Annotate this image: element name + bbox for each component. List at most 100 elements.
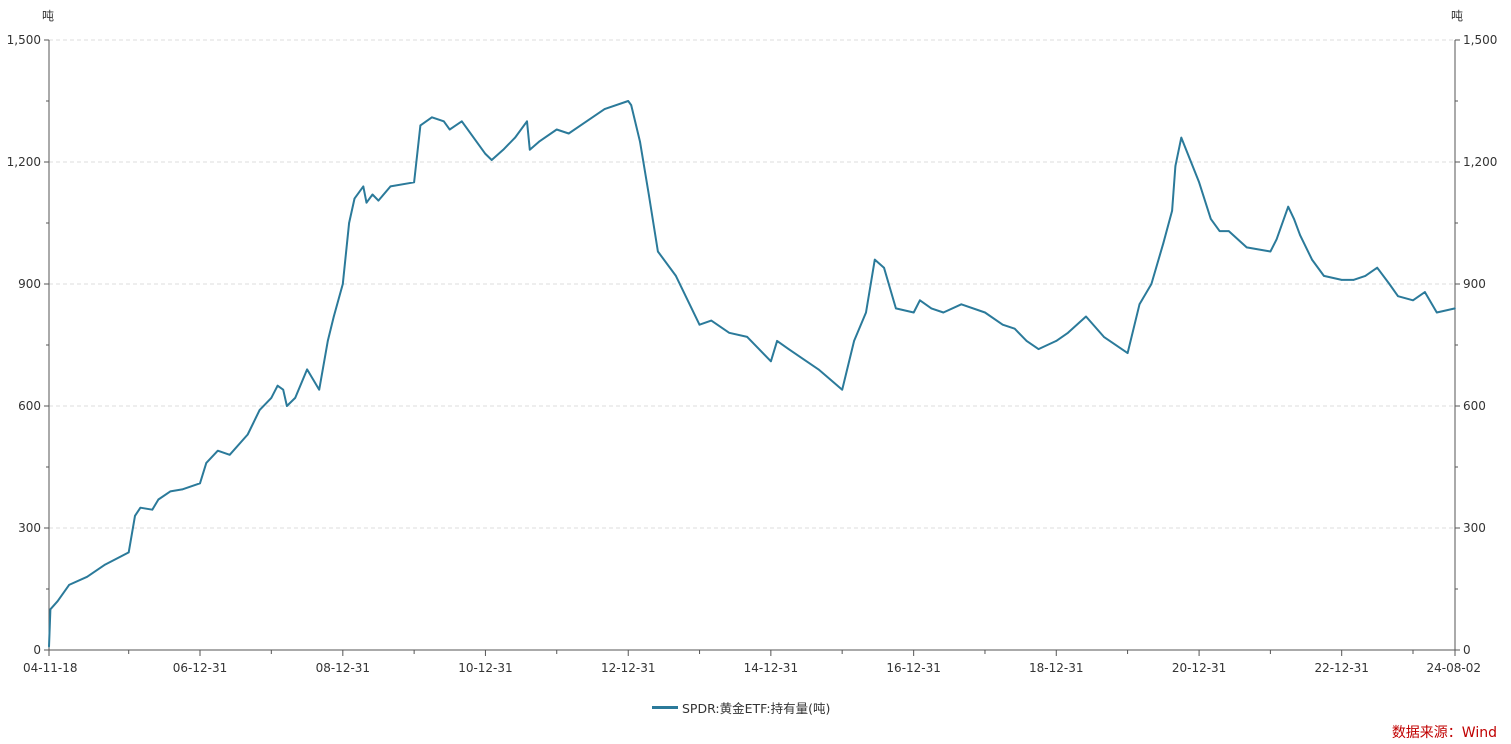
data-point	[1013, 327, 1016, 330]
data-point	[270, 397, 273, 399]
data-point	[728, 332, 730, 334]
x-tick-label: 08-12-31	[316, 661, 370, 675]
data-point	[1037, 348, 1040, 350]
data-point	[1424, 291, 1426, 293]
data-point	[199, 482, 201, 485]
x-tick-label: 20-12-31	[1172, 661, 1226, 675]
legend: SPDR:黄金ETF:持有量(吨)	[652, 697, 830, 717]
data-point	[431, 116, 433, 119]
data-point	[484, 153, 487, 155]
data-point	[362, 185, 365, 188]
data-point	[371, 193, 374, 196]
data-point	[377, 199, 380, 202]
data-point	[205, 462, 208, 464]
data-point	[1388, 283, 1391, 285]
data-point	[86, 576, 88, 578]
x-tick-label: 16-12-31	[886, 661, 940, 675]
data-point	[333, 315, 335, 318]
y-tick-label-right: 1,500	[1463, 33, 1497, 47]
data-point	[104, 563, 106, 566]
data-point	[514, 136, 516, 139]
left-unit-label: 吨	[42, 9, 54, 23]
data-point	[49, 608, 52, 611]
data-point	[912, 311, 915, 314]
data-point	[134, 515, 136, 517]
x-tick-label: 04-11-18	[23, 661, 77, 675]
data-point	[1412, 299, 1414, 302]
data-point	[169, 490, 172, 493]
data-point	[627, 100, 629, 102]
data-point	[853, 340, 855, 342]
data-point	[1085, 315, 1087, 318]
x-tick-label: 14-12-31	[744, 661, 798, 675]
data-point	[874, 258, 876, 261]
data-point	[413, 181, 415, 184]
x-tick-label: 12-12-31	[601, 661, 655, 675]
data-point	[1103, 336, 1105, 338]
data-point	[1138, 303, 1141, 306]
data-point	[1162, 242, 1165, 245]
data-point	[648, 193, 650, 196]
y-tick-label-left: 300	[18, 521, 41, 535]
data-point	[318, 388, 321, 391]
y-tick-label-right: 0	[1463, 643, 1471, 657]
data-point	[585, 120, 588, 123]
data-point	[502, 149, 505, 151]
data-point	[538, 140, 540, 143]
data-point	[1126, 352, 1129, 354]
data-point	[1311, 258, 1313, 261]
data-point	[1174, 165, 1177, 167]
series-layer	[48, 100, 1456, 648]
data-point	[282, 388, 285, 391]
x-tick-label: 24-08-02	[1427, 661, 1481, 675]
data-point	[1436, 311, 1438, 314]
data-point	[276, 384, 279, 387]
data-point	[603, 108, 606, 110]
data-point	[817, 368, 820, 371]
data-point	[286, 405, 288, 407]
y-axis-right: 0 300 600 900 1,200 1,500	[1455, 33, 1497, 657]
source-label: 数据来源：Wind	[1391, 725, 1497, 741]
data-point	[157, 498, 160, 501]
data-point	[1067, 332, 1069, 334]
data-point	[555, 128, 558, 131]
data-point	[151, 508, 154, 511]
data-point	[930, 307, 933, 310]
data-point	[139, 506, 142, 509]
data-point	[1376, 266, 1378, 269]
y-tick-label-right: 1,200	[1463, 155, 1497, 169]
data-point	[1269, 250, 1272, 253]
data-point	[365, 201, 368, 204]
y-tick-label-right: 300	[1463, 521, 1486, 535]
data-point	[529, 149, 531, 151]
x-axis: 04-11-18 06-12-31 08-12-31 10-12-31 12-12-31…	[23, 650, 1481, 675]
data-point	[327, 340, 329, 342]
x-tick-label: 18-12-31	[1029, 661, 1083, 675]
data-point	[348, 222, 350, 224]
data-point	[895, 307, 897, 310]
data-point	[443, 120, 445, 123]
data-point	[217, 449, 219, 452]
data-point	[526, 120, 528, 123]
data-point	[1364, 275, 1367, 277]
data-point	[787, 348, 790, 350]
data-point	[306, 368, 308, 371]
data-point	[389, 185, 392, 188]
data-point	[258, 409, 261, 411]
data-point	[1210, 218, 1212, 220]
data-point	[1198, 181, 1200, 184]
y-tick-label-right: 600	[1463, 399, 1486, 413]
data-point	[984, 311, 986, 314]
data-point	[698, 323, 701, 326]
data-point	[567, 132, 570, 135]
data-point	[353, 197, 356, 200]
y-tick-label-left: 900	[18, 277, 41, 291]
data-point	[1397, 295, 1399, 298]
data-point	[1001, 323, 1004, 326]
data-point	[1340, 279, 1343, 281]
data-point	[448, 128, 451, 131]
y-tick-label-left: 0	[33, 643, 41, 657]
series-line-0	[48, 100, 1456, 647]
data-point	[746, 336, 748, 338]
axes	[48, 40, 1456, 651]
